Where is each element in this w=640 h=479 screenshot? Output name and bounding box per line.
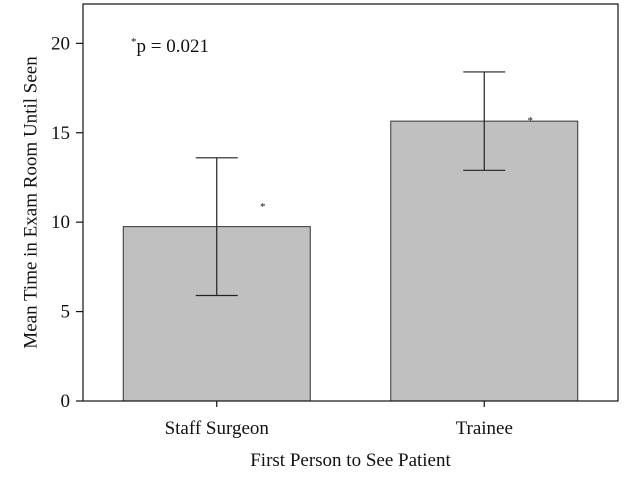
y-tick-label: 10 xyxy=(51,212,70,233)
significance-mark: * xyxy=(528,115,534,127)
bars-group xyxy=(122,120,579,402)
p-value-annotation: *p = 0.021 xyxy=(131,36,209,57)
y-tick-label: 0 xyxy=(61,391,71,412)
error-bars-group xyxy=(195,71,506,297)
y-tick-label: 20 xyxy=(51,33,70,54)
y-axis-ticks: 0 5 10 15 20 xyxy=(51,33,83,412)
y-tick-label: 15 xyxy=(51,123,70,144)
error-bar-trainee xyxy=(463,71,506,171)
y-axis-label: Mean Time in Exam Room Until Seen xyxy=(20,56,41,349)
x-axis-label: First Person to See Patient xyxy=(250,450,451,471)
significance-marks-group: ** xyxy=(260,115,533,213)
error-bar-staff-surgeon xyxy=(195,157,238,297)
plot-frame xyxy=(82,3,619,402)
x-axis-ticks: Staff Surgeon Trainee xyxy=(165,401,513,439)
y-tick-label: 5 xyxy=(61,302,71,323)
significance-mark: * xyxy=(260,201,266,213)
x-tick-label: Staff Surgeon xyxy=(165,418,270,439)
annotation-text: p = 0.021 xyxy=(137,36,209,57)
x-tick-label: Trainee xyxy=(456,418,513,439)
annotation-star: * xyxy=(131,36,137,48)
